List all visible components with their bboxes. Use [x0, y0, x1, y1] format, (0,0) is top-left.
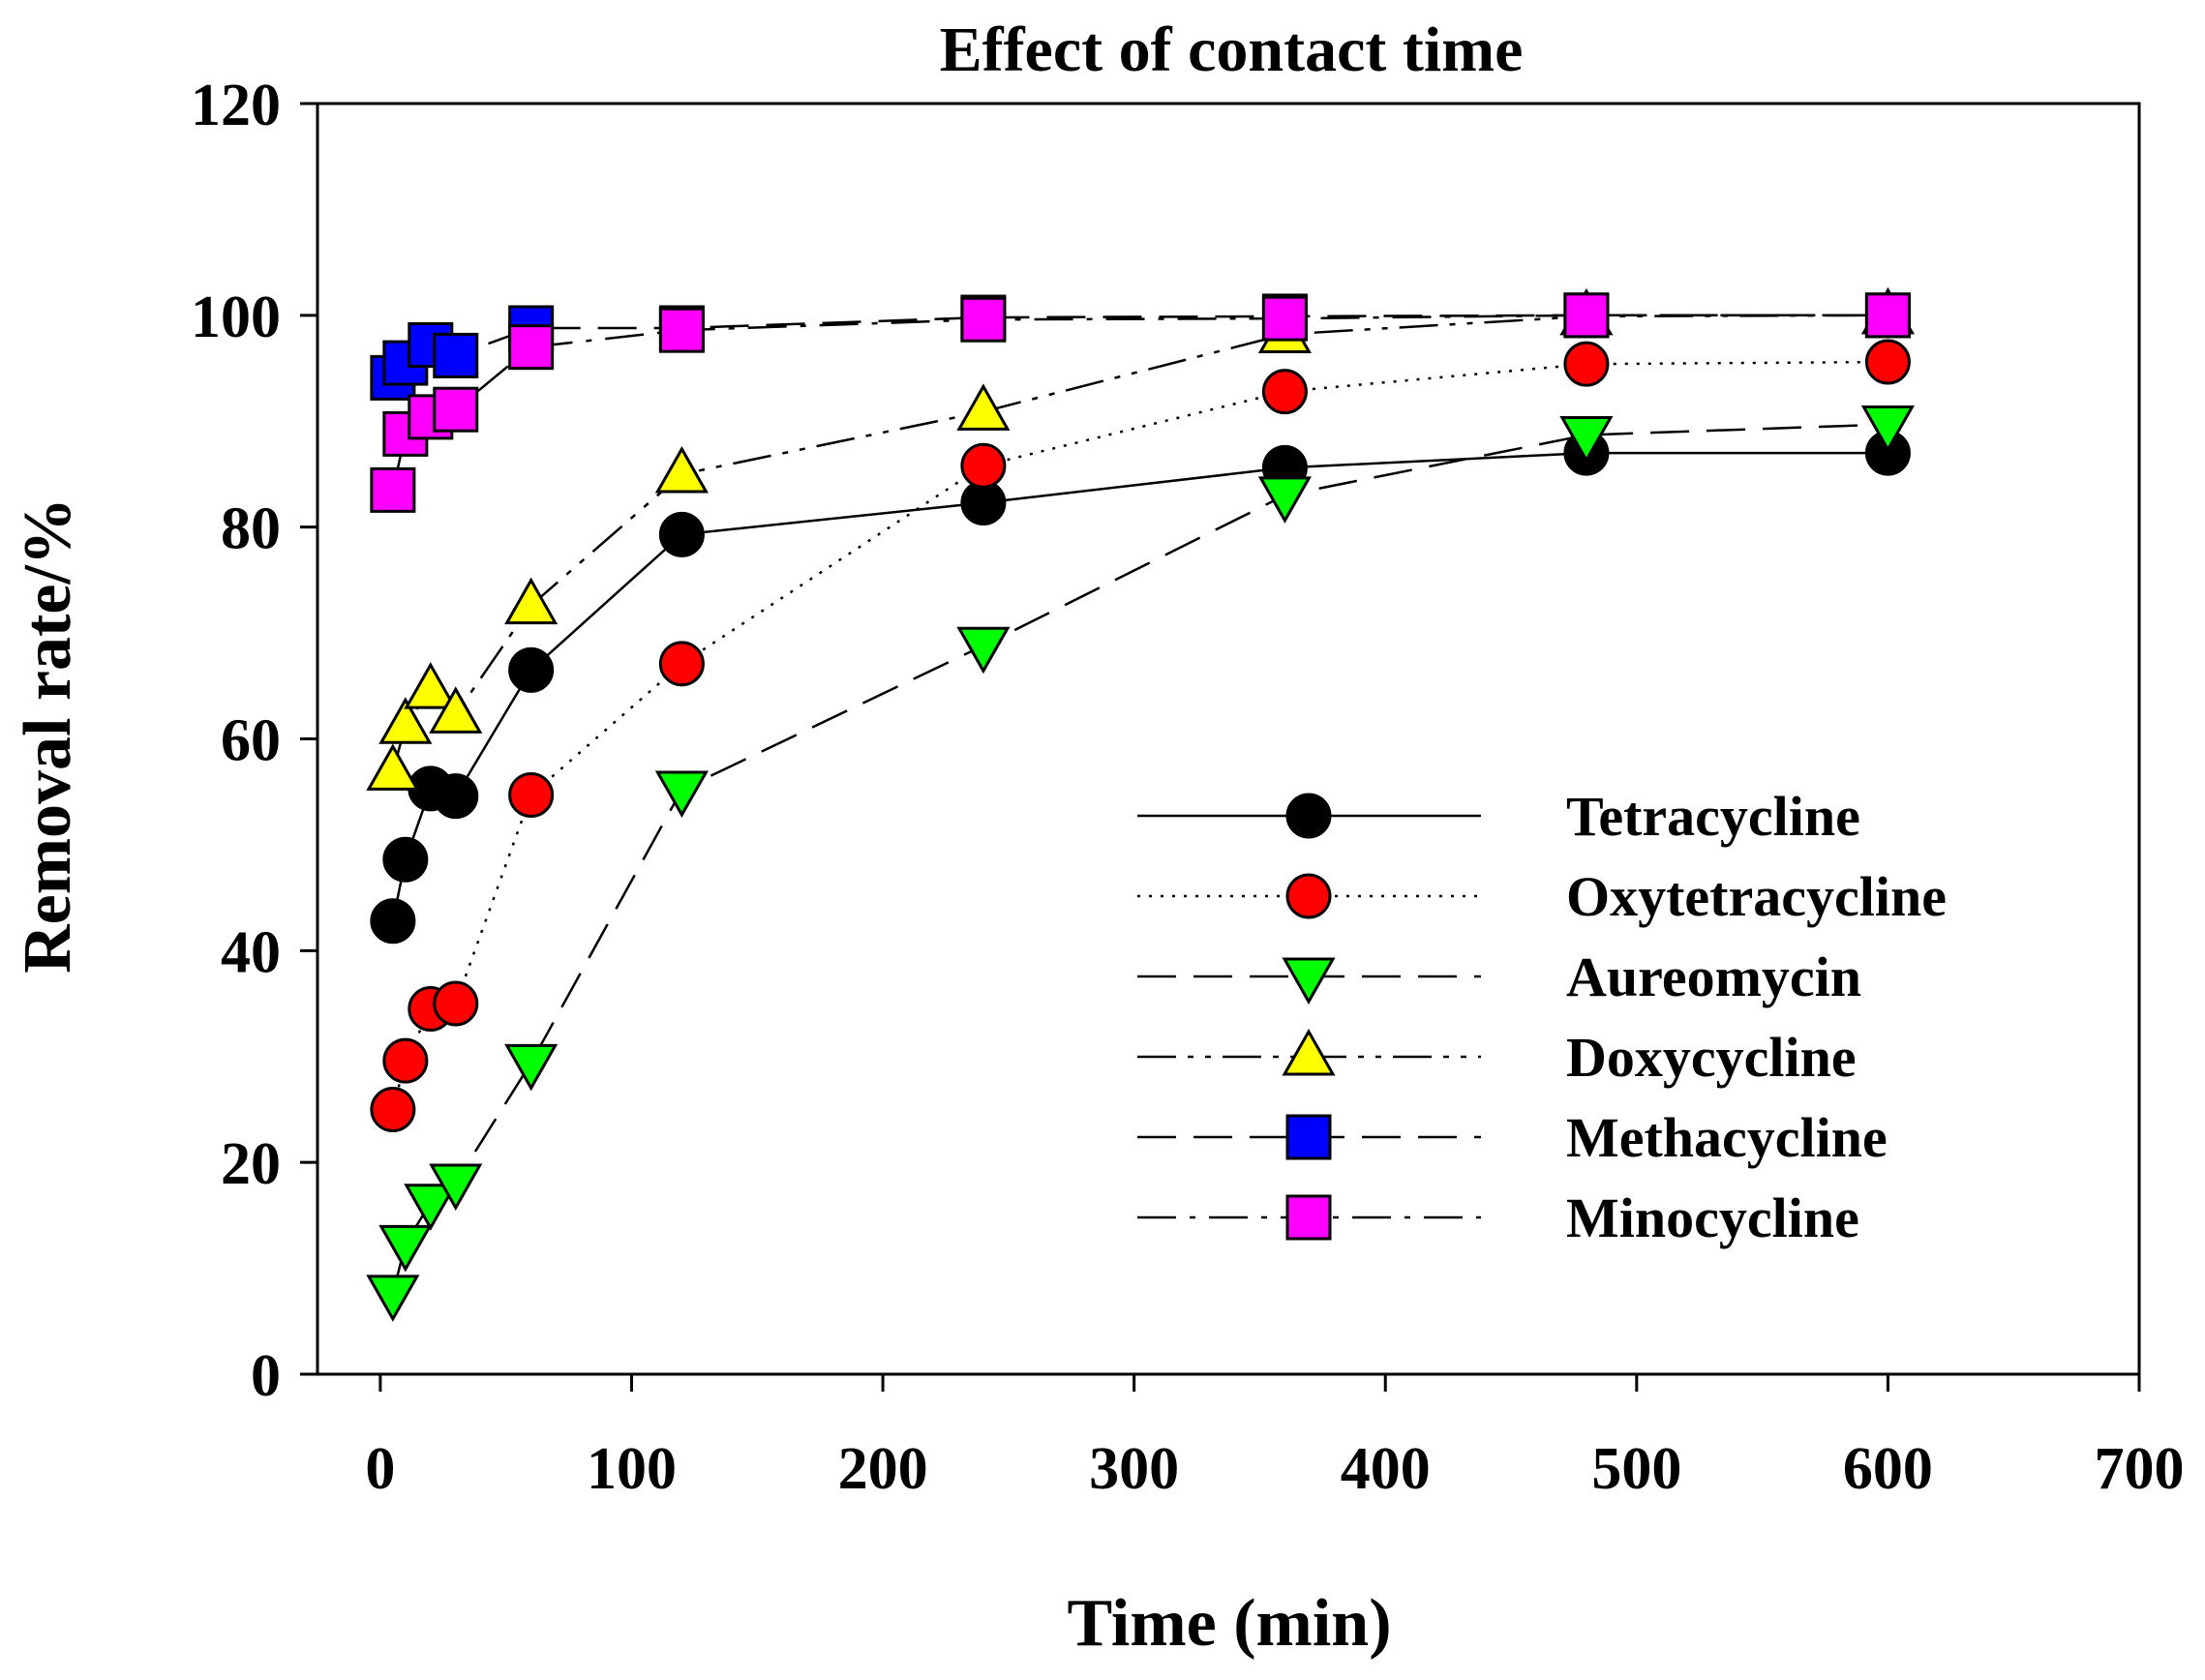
aureomycin-data-point [404, 1184, 458, 1231]
doxycycline-data-point [956, 383, 1011, 431]
minocycline-data-point [658, 307, 705, 353]
y-tick-label: 120 [191, 73, 281, 138]
methacycline-data-point [433, 332, 479, 378]
series-markers [366, 286, 1915, 1322]
y-axis: 0 20 40 60 80 100 120 [191, 73, 317, 1409]
aureomycin-data-point [654, 770, 709, 819]
legend-item-minocycline: Minocycline [1137, 1186, 1859, 1249]
legend-marker [1285, 1114, 1332, 1160]
y-tick-label: 0 [251, 1343, 281, 1409]
aureomycin-series-markers [366, 405, 1915, 1322]
legend-item-oxytetracycline: Oxytetracycline [1137, 865, 1947, 928]
x-tick-label: 400 [1341, 1436, 1431, 1502]
minocycline-series-markers [370, 292, 1911, 513]
tetracycline-data-point [370, 898, 416, 945]
aureomycin-data-point [1257, 476, 1312, 524]
legend-label: Minocycline [1566, 1186, 1859, 1249]
minocycline-data-point [1261, 295, 1308, 342]
legend-item-tetracycline: Tetracycline [1137, 785, 1860, 848]
minocycline-data-point [433, 386, 479, 433]
legend-item-aureomycin: Aureomycin [1137, 945, 1861, 1008]
y-tick-label: 80 [221, 496, 281, 562]
legend-item-doxycycline: Doxycycline [1137, 1026, 1857, 1089]
doxycycline-data-point [504, 577, 559, 625]
legend: Tetracycline Oxytetracycline Aureomycin Dox… [1137, 785, 1947, 1249]
oxytetracycline-data-point [960, 442, 1007, 489]
minocycline-data-point [1864, 292, 1911, 339]
y-axis-title: Removal rate/% [11, 497, 85, 974]
doxycycline-data-point [654, 445, 709, 494]
aureomycin-data-point [378, 1224, 433, 1273]
legend-label: Tetracycline [1566, 785, 1860, 848]
legend-label: Oxytetracycline [1566, 865, 1947, 928]
aureomycin-data-point [1860, 405, 1915, 453]
aureomycin-data-point [504, 1043, 559, 1092]
oxytetracycline-series-line [391, 360, 1888, 1110]
y-tick-label: 40 [221, 919, 281, 985]
tetracycline-data-point [433, 773, 479, 820]
aureomycin-data-point [956, 626, 1011, 675]
doxycycline-data-point [378, 697, 433, 744]
tetracycline-data-point [382, 836, 429, 883]
oxytetracycline-data-point [508, 771, 555, 818]
x-tick-label: 700 [2095, 1436, 2185, 1502]
oxytetracycline-data-point [1261, 369, 1308, 415]
x-tick-label: 600 [1843, 1436, 1933, 1502]
x-tick-label: 300 [1089, 1436, 1179, 1502]
legend-label: Methacycline [1566, 1106, 1888, 1169]
y-tick-label: 20 [221, 1131, 281, 1197]
chart-title: Effect of contact time [940, 15, 1524, 85]
minocycline-data-point [960, 296, 1007, 343]
aureomycin-data-point [429, 1163, 483, 1211]
tetracycline-series-line [391, 451, 1888, 921]
legend-marker [1285, 1194, 1332, 1241]
minocycline-data-point [1563, 292, 1610, 339]
tetracycline-data-point [508, 646, 555, 693]
aureomycin-data-point [366, 1275, 420, 1322]
x-tick-label: 500 [1591, 1436, 1681, 1502]
oxytetracycline-data-point [433, 980, 479, 1027]
legend-item-methacycline: Methacycline [1137, 1106, 1888, 1169]
y-tick-label: 60 [221, 708, 281, 774]
oxytetracycline-data-point [382, 1037, 429, 1084]
minocycline-data-point [370, 466, 416, 513]
x-tick-label: 100 [587, 1436, 677, 1502]
x-axis: 0 100 200 300 400 500 600 700 [365, 1374, 2185, 1502]
legend-label: Doxycycline [1566, 1026, 1857, 1089]
doxycycline-data-point [429, 686, 483, 734]
oxytetracycline-data-point [658, 641, 705, 687]
x-tick-label: 200 [838, 1436, 928, 1502]
oxytetracycline-data-point [1864, 339, 1911, 385]
oxytetracycline-series-markers [370, 339, 1911, 1132]
oxytetracycline-data-point [1563, 341, 1610, 387]
x-tick-label: 0 [365, 1436, 395, 1502]
legend-marker [1282, 1028, 1336, 1076]
aureomycin-data-point [1559, 415, 1614, 464]
tetracycline-data-point [658, 511, 705, 557]
doxycycline-data-point [366, 743, 420, 791]
legend-label: Aureomycin [1566, 945, 1861, 1008]
y-tick-label: 100 [191, 285, 281, 350]
aureomycin-series-line [391, 423, 1888, 1295]
legend-marker [1282, 957, 1336, 1005]
minocycline-data-point [508, 324, 555, 371]
doxycycline-data-point [404, 662, 458, 709]
x-axis-title: Time (min) [1067, 1586, 1391, 1661]
oxytetracycline-data-point [370, 1086, 416, 1132]
legend-marker [1285, 873, 1332, 919]
legend-marker [1285, 793, 1332, 839]
